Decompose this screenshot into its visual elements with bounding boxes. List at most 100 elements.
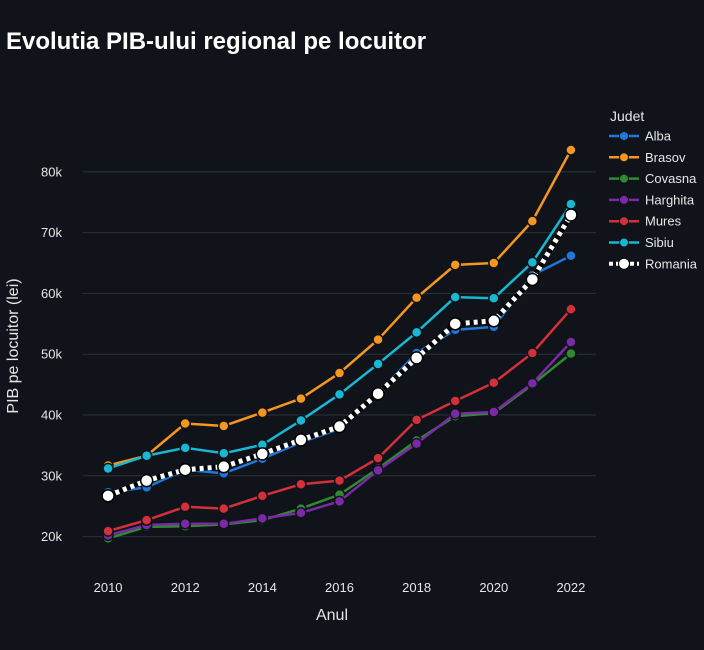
data-point [372, 464, 384, 477]
x-tick-label: 2012 [171, 580, 200, 595]
legend-label: Sibiu [645, 235, 674, 250]
data-point [255, 447, 270, 461]
legend-swatch-marker [619, 131, 629, 141]
x-tick-label: 2018 [402, 580, 431, 595]
series-line-backing [107, 213, 574, 499]
legend: Judet Alba Brasov Covasna Harghita Mures Sibi… [609, 108, 698, 271]
x-axis-ticks: 2010 2012 2014 2016 2018 2020 2022 [94, 580, 586, 595]
data-point [410, 437, 423, 450]
y-tick-label: 70k [41, 225, 62, 240]
data-point [294, 433, 308, 447]
data-point [332, 419, 347, 434]
data-point [488, 292, 500, 305]
data-point [449, 259, 461, 271]
data-point [333, 388, 346, 401]
x-tick-label: 2010 [94, 580, 123, 595]
data-point [488, 257, 500, 269]
series-harghita [102, 336, 577, 542]
series-romania [101, 208, 578, 503]
x-tick-label: 2022 [556, 580, 585, 595]
data-point [256, 512, 269, 525]
series-line [107, 149, 573, 467]
y-tick-label: 60k [41, 286, 62, 301]
data-point [565, 303, 577, 315]
data-point [333, 474, 346, 487]
data-point [372, 358, 384, 370]
data-point [140, 449, 153, 462]
data-point [218, 518, 230, 530]
data-point [565, 144, 577, 156]
data-point [102, 462, 114, 475]
data-point [410, 414, 423, 426]
data-point [564, 208, 578, 222]
legend-label: Mures [645, 214, 682, 229]
data-point [372, 333, 384, 346]
legend-item-alba[interactable]: Alba [609, 129, 672, 144]
data-point [487, 314, 501, 328]
data-point [256, 406, 269, 419]
series-brasov [102, 144, 577, 472]
data-point [526, 215, 539, 227]
y-axis-title: PIB pe locuitor (lei) [5, 278, 22, 413]
data-point [565, 249, 577, 262]
legend-label: Romania [645, 256, 698, 271]
data-point [333, 495, 346, 508]
data-point [488, 406, 500, 418]
chart-title: Evolutia PIB-ului regional pe locuitor [6, 28, 426, 55]
data-point [410, 291, 423, 304]
data-point [218, 447, 230, 460]
data-point [565, 198, 577, 210]
legend-item-mures[interactable]: Mures [609, 214, 682, 229]
legend-item-brasov[interactable]: Brasov [609, 150, 686, 165]
data-point [565, 347, 577, 360]
data-point [295, 507, 307, 519]
data-point [449, 408, 461, 420]
legend-swatch-marker [619, 237, 629, 248]
data-point [449, 395, 461, 407]
data-point [179, 442, 191, 454]
legend-swatch-marker [619, 152, 629, 163]
y-tick-label: 50k [41, 347, 62, 362]
legend-swatch-marker [619, 216, 629, 227]
data-point [218, 420, 230, 432]
data-point [525, 272, 540, 287]
data-point [295, 478, 307, 491]
data-point [372, 452, 384, 464]
data-point [488, 377, 500, 389]
x-tick-label: 2020 [479, 580, 508, 595]
data-point [179, 417, 191, 430]
data-point [140, 514, 153, 526]
data-point [526, 256, 539, 269]
series-line [107, 213, 574, 499]
data-point [102, 525, 114, 537]
data-point [448, 317, 462, 331]
legend-item-harghita[interactable]: Harghita [609, 192, 695, 207]
data-point [526, 347, 539, 359]
data-point [295, 414, 307, 427]
data-point [295, 392, 307, 405]
data-point [256, 490, 269, 502]
legend-item-covasna[interactable]: Covasna [609, 171, 697, 186]
legend-item-sibiu[interactable]: Sibiu [609, 235, 674, 250]
data-point [410, 326, 423, 339]
data-point [333, 367, 346, 379]
y-tick-label: 30k [41, 468, 62, 483]
series-mures [102, 303, 577, 537]
legend-swatch-marker [618, 257, 630, 270]
y-axis-ticks: 20k 30k 40k 50k 60k 70k 80k [41, 164, 62, 544]
x-tick-label: 2014 [248, 580, 277, 595]
data-point [218, 502, 230, 515]
legend-swatch-marker [619, 194, 629, 205]
legend-item-romania[interactable]: Romania [609, 256, 698, 271]
data-point [101, 489, 115, 503]
legend-label: Alba [645, 129, 672, 144]
legend-title: Judet [610, 108, 644, 124]
data-point [178, 462, 192, 477]
data-point [139, 473, 154, 488]
x-axis-title: Anul [316, 607, 348, 624]
data-point [565, 336, 577, 348]
data-point [449, 291, 461, 303]
series-sibiu [102, 198, 577, 475]
x-tick-label: 2016 [325, 580, 354, 595]
